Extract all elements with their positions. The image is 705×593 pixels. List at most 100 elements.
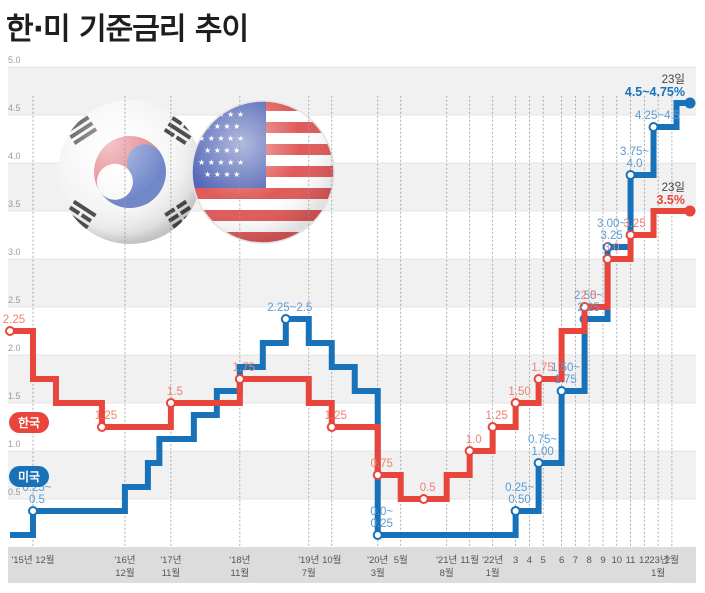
value-label: 1.00 bbox=[531, 446, 553, 458]
value-marker bbox=[556, 386, 567, 396]
usa-flag-icon: ★ ★ ★ ★ ★ ★ ★ ★ ★ ★ ★ ★ ★ ★ ★ ★ ★ ★ ★ ★ … bbox=[191, 100, 335, 244]
value-label: 2.25 bbox=[3, 314, 25, 326]
value-marker bbox=[96, 422, 107, 432]
value-label: 4.0 bbox=[627, 158, 643, 170]
y-tick-label: 4.5 bbox=[8, 103, 21, 113]
value-marker bbox=[648, 122, 659, 132]
end-date-label: 23일 bbox=[662, 180, 685, 194]
value-label: 0.50 bbox=[508, 494, 530, 506]
y-tick-label: 2.0 bbox=[8, 343, 21, 353]
value-label: 2.25~2.5 bbox=[267, 302, 312, 314]
series-lines bbox=[5, 97, 696, 540]
value-label: 0.25 bbox=[371, 518, 393, 530]
x-tick-label: 6 bbox=[559, 555, 564, 566]
value-label: 3.0 bbox=[604, 242, 620, 254]
value-label: 1.50~ bbox=[551, 362, 580, 374]
value-label: 3.25 bbox=[623, 218, 645, 230]
x-tick-label: 2월 bbox=[665, 554, 679, 566]
value-marker bbox=[372, 470, 383, 480]
x-tick-label: '21년 bbox=[436, 555, 457, 566]
x-tick-label: 9 bbox=[600, 555, 605, 566]
value-label: 2.50~ bbox=[574, 290, 603, 302]
value-label: 1.0 bbox=[466, 434, 482, 446]
x-tick-label: 10 bbox=[611, 555, 622, 566]
value-marker bbox=[602, 242, 613, 252]
value-label: 1.25 bbox=[95, 410, 117, 422]
x-tick-label: 5월 bbox=[394, 554, 408, 566]
value-marker bbox=[533, 458, 544, 468]
value-marker bbox=[165, 398, 176, 408]
y-tick-label: 3.0 bbox=[8, 247, 21, 257]
x-tick-label: 5 bbox=[541, 555, 546, 566]
grid-band bbox=[8, 259, 696, 307]
value-label: 0.5 bbox=[29, 494, 45, 506]
x-tick-label: 12 bbox=[639, 555, 650, 566]
value-marker bbox=[579, 302, 590, 312]
y-tick-label: 3.5 bbox=[8, 199, 21, 209]
value-marker bbox=[27, 506, 38, 516]
value-marker bbox=[5, 326, 15, 336]
x-tick-label: 11월 bbox=[162, 567, 181, 579]
value-marker bbox=[418, 494, 429, 504]
x-tick-label: '16년 bbox=[114, 555, 135, 566]
x-tick-label: 11월 bbox=[460, 554, 479, 566]
x-tick-label: '19년 bbox=[298, 555, 319, 566]
value-marker bbox=[510, 506, 521, 516]
y-tick-label: 5.0 bbox=[8, 55, 21, 65]
y-tick-label: 1.0 bbox=[8, 439, 21, 449]
y-tick-label: 2.5 bbox=[8, 295, 21, 305]
value-marker bbox=[464, 446, 475, 456]
x-tick-label: 8 bbox=[587, 555, 592, 566]
x-tick-label: 7 bbox=[573, 555, 578, 566]
value-label: 1.5 bbox=[167, 386, 183, 398]
value-label: 3.00~ bbox=[597, 218, 626, 230]
value-marker bbox=[625, 170, 636, 180]
value-label: 0.5 bbox=[420, 482, 436, 494]
value-label: 3.75~ bbox=[620, 146, 649, 158]
value-label: 2.5 bbox=[581, 290, 597, 302]
x-tick-label: 3 bbox=[513, 555, 518, 566]
value-label: 1.25 bbox=[485, 410, 507, 422]
value-label: 4.25~4.5 bbox=[635, 110, 680, 122]
y-tick-label: 1.5 bbox=[8, 391, 21, 401]
value-marker bbox=[326, 422, 337, 432]
legend-korea-label: 한국 bbox=[18, 415, 40, 430]
x-axis-bar bbox=[8, 547, 696, 583]
value-label: 1.75 bbox=[554, 374, 576, 386]
value-marker bbox=[487, 422, 498, 432]
value-marker bbox=[372, 530, 383, 540]
value-label: 2.25 bbox=[577, 302, 599, 314]
value-labels: 0.25~0.52.25~2.50.0~0.250.25~0.500.75~1.… bbox=[3, 72, 685, 530]
value-label: 0.0~ bbox=[370, 506, 393, 518]
value-marker bbox=[280, 314, 291, 324]
x-tick-label: '20년 bbox=[367, 555, 388, 566]
x-tick-label: 11월 bbox=[231, 567, 250, 579]
x-tick-label: 1월 bbox=[651, 567, 665, 579]
value-label: 0.75 bbox=[371, 458, 393, 470]
value-label: 0.25~ bbox=[505, 482, 534, 494]
y-axis-ticks: 5.0 4.5 4.0 3.5 3.0 2.5 2.0 1.5 1.0 0.5 bbox=[8, 55, 21, 497]
value-label: 0.75~ bbox=[528, 434, 557, 446]
value-marker bbox=[625, 230, 636, 240]
value-label: 1.25 bbox=[325, 410, 347, 422]
value-marker bbox=[533, 374, 544, 384]
value-label: 3.25 bbox=[600, 230, 622, 242]
x-tick-label: 11 bbox=[626, 555, 636, 566]
korea-end-dot bbox=[684, 205, 696, 217]
x-tick-label: '22년 bbox=[482, 555, 503, 566]
value-label: 1.75 bbox=[233, 362, 255, 374]
value-marker bbox=[602, 254, 613, 264]
x-tick-label: 7월 bbox=[302, 567, 316, 579]
end-value-label: 4.5~4.75% bbox=[625, 85, 685, 99]
x-tick-label: 12월 bbox=[115, 567, 134, 579]
usa-end-dot bbox=[684, 97, 696, 109]
value-marker bbox=[234, 374, 245, 384]
end-date-label: 23일 bbox=[662, 72, 685, 86]
x-tick-label: 8월 bbox=[440, 567, 454, 579]
x-tick-label: 10월 bbox=[322, 554, 341, 566]
x-tick-label: '23년 bbox=[648, 555, 669, 566]
x-tick-label: 1월 bbox=[486, 567, 500, 579]
y-tick-label: 0.5 bbox=[8, 487, 21, 497]
